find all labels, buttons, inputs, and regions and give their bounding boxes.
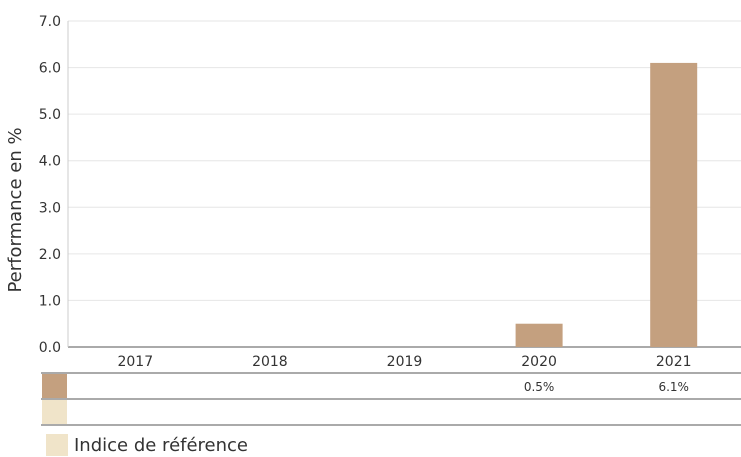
y-tick-label: 5.0 bbox=[39, 107, 61, 123]
y-tick-label: 7.0 bbox=[39, 14, 61, 30]
y-tick-label: 0.0 bbox=[39, 340, 61, 356]
legend-swatch-benchmark bbox=[46, 434, 68, 456]
bar-2021 bbox=[650, 62, 698, 348]
performance-chart: 0.0 1.0 2.0 3.0 4.0 5.0 6.0 7.0 Performance en … bbox=[5, 14, 741, 426]
table-cell: 6.1% bbox=[658, 380, 689, 394]
y-tick-label: 6.0 bbox=[39, 61, 61, 77]
x-tick-label: 2018 bbox=[252, 354, 288, 370]
data-table: 0.5% 6.1% bbox=[41, 372, 741, 426]
x-axis-ticks: 2017 2018 2019 2020 2021 bbox=[117, 354, 691, 370]
y-axis-title: Performance en % bbox=[5, 127, 26, 292]
bar-2020 bbox=[515, 323, 563, 347]
legend: Indice de référence bbox=[46, 433, 248, 457]
table-row-swatch bbox=[42, 374, 67, 398]
gridlines bbox=[67, 20, 741, 348]
table-cell: 0.5% bbox=[524, 380, 555, 394]
x-tick-label: 2019 bbox=[387, 354, 423, 370]
y-axis-ticks: 0.0 1.0 2.0 3.0 4.0 5.0 6.0 7.0 bbox=[39, 14, 61, 356]
x-tick-label: 2020 bbox=[521, 354, 557, 370]
y-tick-label: 1.0 bbox=[39, 293, 61, 309]
x-tick-label: 2017 bbox=[117, 354, 153, 370]
y-tick-label: 3.0 bbox=[39, 200, 61, 216]
x-tick-label: 2021 bbox=[656, 354, 692, 370]
y-tick-label: 2.0 bbox=[39, 247, 61, 263]
bars bbox=[515, 62, 698, 348]
legend-label-benchmark: Indice de référence bbox=[74, 434, 249, 456]
y-tick-label: 4.0 bbox=[39, 154, 61, 170]
table-row-swatch bbox=[42, 400, 67, 424]
